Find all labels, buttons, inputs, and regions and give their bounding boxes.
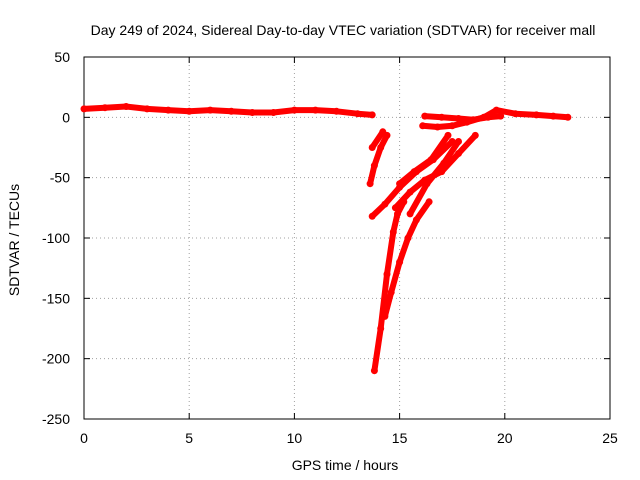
data-point — [394, 210, 401, 218]
y-tick-label: -200 — [42, 351, 70, 367]
data-point — [368, 144, 376, 151]
data-point — [434, 123, 441, 131]
data-point — [404, 234, 412, 242]
series-2-trace — [419, 107, 571, 130]
data-point — [440, 159, 448, 167]
grid-lines — [84, 57, 610, 419]
data-point — [421, 112, 429, 120]
data-point — [406, 210, 414, 218]
data-point — [311, 106, 319, 114]
data-point — [412, 216, 420, 224]
data-point — [396, 258, 404, 266]
data-point — [448, 122, 456, 130]
y-tick-label: -100 — [42, 230, 70, 246]
data-point — [387, 288, 395, 296]
series-8-trace — [396, 132, 451, 187]
y-axis-label: SDTVAR / TECUs — [6, 184, 22, 296]
x-tick-label: 25 — [602, 430, 618, 446]
data-point — [248, 109, 256, 116]
data-point — [425, 198, 433, 206]
y-tick-label: 0 — [62, 109, 70, 125]
y-tick-label: 50 — [54, 49, 70, 65]
y-tick-label: -50 — [50, 170, 70, 186]
data-point — [101, 104, 109, 112]
series-5-trace — [381, 198, 433, 320]
data-point — [185, 107, 193, 115]
data-point — [164, 106, 172, 114]
data-point — [370, 162, 378, 170]
data-point — [368, 111, 376, 119]
data-point — [455, 150, 462, 157]
data-point — [410, 168, 418, 176]
data-series-layer — [80, 103, 572, 375]
x-tick-label: 10 — [287, 430, 303, 446]
data-point — [143, 105, 151, 113]
series-10-trace — [367, 132, 390, 187]
data-point — [511, 110, 519, 118]
data-point — [564, 113, 572, 121]
x-axis-ticks: 0 5 10 15 20 25 — [80, 57, 618, 446]
y-tick-label: -150 — [42, 290, 70, 306]
data-point — [381, 200, 389, 208]
data-point — [227, 107, 235, 115]
data-point — [379, 128, 387, 136]
data-point — [381, 312, 389, 320]
data-point — [549, 112, 557, 120]
data-point — [391, 204, 399, 212]
data-point — [423, 180, 431, 188]
data-point — [366, 180, 374, 188]
chart-title: Day 249 of 2024, Sidereal Day-to-day VTE… — [91, 22, 596, 38]
data-point — [368, 212, 376, 220]
x-tick-label: 0 — [80, 430, 88, 446]
data-point — [497, 112, 505, 120]
y-axis-ticks: -250 -200 -150 -100 -50 0 50 — [42, 49, 610, 427]
data-point — [80, 105, 88, 113]
data-point — [484, 113, 492, 121]
data-point — [492, 106, 500, 114]
x-tick-label: 20 — [497, 430, 513, 446]
data-point — [333, 107, 340, 115]
data-point — [438, 113, 446, 121]
data-point — [269, 109, 277, 116]
data-point — [532, 111, 540, 119]
y-tick-label: -250 — [42, 411, 70, 427]
data-point — [419, 122, 427, 130]
data-point — [469, 116, 477, 124]
data-point — [396, 180, 404, 188]
data-point — [290, 106, 298, 114]
data-point — [383, 270, 391, 278]
data-point — [444, 131, 452, 139]
data-point — [406, 188, 414, 196]
data-point — [455, 138, 462, 145]
data-point — [471, 131, 479, 139]
data-point — [389, 228, 397, 236]
x-axis-label: GPS time / hours — [292, 457, 399, 473]
series-9-trace — [407, 138, 462, 217]
data-point — [354, 110, 361, 118]
data-point — [427, 156, 435, 164]
data-point — [377, 325, 385, 332]
data-point — [377, 144, 385, 151]
data-point — [206, 106, 214, 114]
data-point — [370, 367, 378, 375]
x-tick-label: 15 — [392, 430, 408, 446]
x-tick-label: 5 — [185, 430, 193, 446]
data-point — [122, 103, 130, 110]
data-point — [455, 115, 462, 122]
